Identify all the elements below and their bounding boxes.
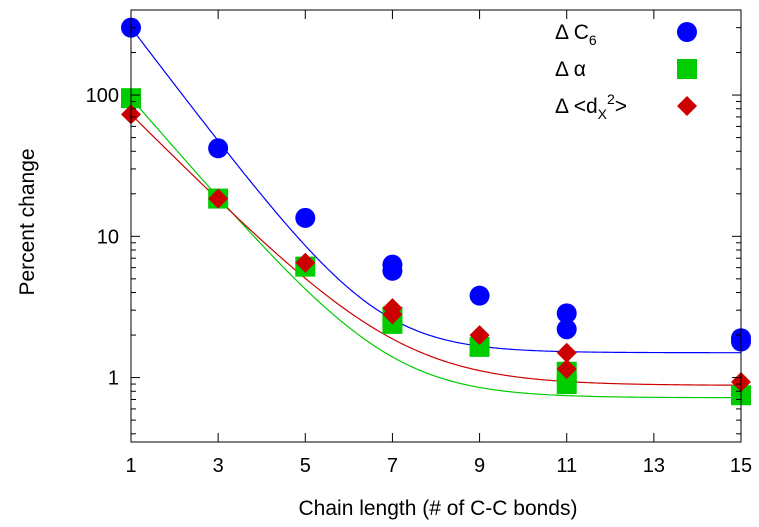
y-axis-title: Percent change [16, 148, 39, 295]
data-point-square [556, 374, 577, 395]
fit-curve [131, 27, 741, 354]
x-tick-label: 13 [643, 455, 665, 477]
data-point-circle [469, 285, 490, 306]
data-point-diamond [208, 188, 229, 209]
data-point-circle [382, 260, 403, 281]
data-point-diamond [556, 342, 577, 363]
plot-frame [130, 9, 742, 443]
data-points [121, 17, 751, 406]
legend: Δ C6 Δ α Δ <dX2> [555, 21, 697, 122]
x-tick-label: 1 [125, 455, 136, 477]
x-axis-title: Chain length (# of C-C bonds) [299, 497, 578, 520]
data-point-circle [295, 207, 316, 228]
legend-label: Δ α [555, 58, 586, 81]
data-point-diamond [295, 252, 316, 273]
x-tick-label: 9 [474, 455, 485, 477]
y-tick-label: 10 [97, 226, 119, 248]
y-tick-label: 1 [108, 368, 119, 390]
data-point-circle [208, 138, 229, 159]
legend-label: Δ C6 [555, 21, 597, 48]
legend-label: Δ <dX2> [555, 91, 627, 122]
data-point-circle [556, 319, 577, 340]
fit-curves [131, 27, 741, 399]
data-point-circle [556, 303, 577, 324]
legend-marker-diamond [677, 96, 697, 116]
data-point-square [469, 336, 490, 357]
axis-ticks [130, 9, 742, 442]
legend-marker-square [677, 59, 697, 79]
x-tick-label: 3 [213, 455, 224, 477]
fit-curve [131, 113, 741, 386]
x-tick-label: 15 [730, 455, 752, 477]
x-tick-label: 7 [387, 455, 398, 477]
y-tick-label: 100 [86, 85, 119, 107]
data-point-diamond [382, 304, 403, 325]
x-tick-label: 11 [556, 455, 577, 477]
data-point-diamond [556, 359, 577, 380]
data-point-diamond [469, 325, 490, 346]
x-tick-label: 5 [300, 455, 311, 477]
legend-marker-circle [677, 22, 697, 42]
